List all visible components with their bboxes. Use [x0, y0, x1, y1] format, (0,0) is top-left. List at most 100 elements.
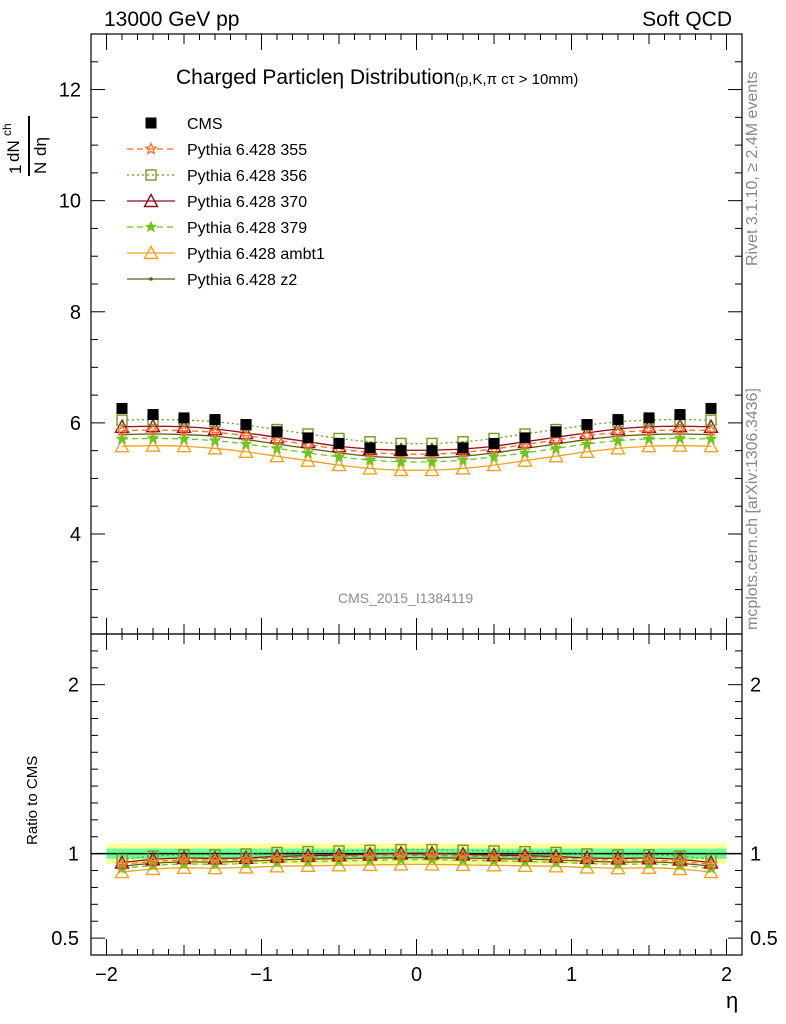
ratio-point-p356: [457, 844, 469, 856]
main-point-p379: [611, 434, 625, 446]
main-point-cms: [457, 442, 469, 454]
main-point-cms: [302, 432, 314, 444]
main-point-p379: [487, 450, 501, 463]
main-point-p355: [208, 425, 222, 439]
main-point-cms: [395, 445, 407, 457]
main-point-cms: [519, 432, 531, 444]
main-point-cms: [240, 419, 252, 431]
main-point-ambt1: [176, 438, 192, 453]
legend-marker-ambt1: [143, 245, 159, 260]
main-point-cms: [178, 412, 190, 424]
header-collision-label: 13000 GeV pp: [104, 8, 240, 31]
x-tick-label: 0: [411, 964, 422, 986]
main-point-cms: [643, 412, 655, 424]
analysis-watermark: CMS_2015_I1384119: [338, 590, 474, 606]
main-point-ambt1: [455, 460, 471, 475]
ratio-point-p355: [177, 852, 191, 866]
main-point-p379: [518, 446, 532, 459]
main-point-ambt1: [207, 440, 223, 455]
ylabel-num-dn: dN: [4, 140, 23, 162]
main-point-p370: [145, 418, 161, 433]
main-point-p370: [703, 418, 719, 433]
legend-marker-z2: [149, 277, 153, 281]
main-point-p379: [580, 437, 594, 450]
main-point-cms: [705, 402, 717, 414]
main-point-p379: [177, 432, 191, 445]
ratio-point-p356: [426, 843, 438, 856]
legend-marker-p370: [143, 193, 159, 208]
main-point-p355: [673, 422, 687, 436]
main-point-ambt1: [548, 448, 564, 463]
ratio-y-tick-label-right: 1: [750, 844, 761, 866]
ratio-point-p355: [642, 852, 656, 866]
ylabel-ratio: Ratio to CMS: [24, 755, 41, 845]
main-point-ambt1: [114, 438, 130, 453]
ylabel-den-deta: dη: [31, 137, 50, 156]
main-point-ambt1: [672, 437, 688, 452]
x-tick-label: −1: [250, 964, 273, 986]
main-point-p379: [394, 455, 408, 468]
main-point-cms: [612, 414, 624, 426]
ratio-point-p355: [115, 857, 129, 871]
main-point-ambt1: [641, 438, 657, 453]
main-point-p379: [270, 441, 284, 454]
x-tick-label: 2: [721, 964, 732, 986]
main-point-cms: [550, 426, 562, 438]
main-point-cms: [581, 419, 593, 431]
plot-title: Charged Particleη Distribution(p,K,π cτ …: [176, 66, 578, 90]
ratio-point-p370: [424, 845, 440, 860]
ratio-point-p355: [611, 852, 625, 866]
main-point-ambt1: [610, 440, 626, 455]
ratio-series-line-p356: [121, 848, 712, 861]
ylabel-num-one: 1: [6, 164, 25, 174]
main-point-ambt1: [486, 457, 502, 472]
main-point-p379: [239, 437, 253, 450]
main-point-cms: [674, 409, 686, 421]
ratio-point-p355: [673, 854, 687, 868]
main-series-line-p370: [121, 425, 712, 451]
legend-label-ambt1: Pythia 6.428 ambt1: [187, 246, 325, 263]
x-tick-label: −2: [95, 964, 118, 986]
ratio-y-tick-label: 2: [68, 675, 79, 697]
legend-label-cms: CMS: [187, 116, 223, 133]
ratio-point-p355: [239, 852, 253, 866]
main-point-p379: [115, 432, 129, 445]
legend-label-p356: Pythia 6.428 356: [187, 168, 307, 185]
ylabel-num-ch: ch: [0, 123, 14, 136]
main-point-ambt1: [393, 462, 409, 477]
main-point-cms: [333, 437, 345, 449]
legend-marker-p355: [144, 141, 158, 155]
main-point-p379: [673, 431, 687, 444]
ratio-point-p356: [705, 853, 717, 866]
main-point-cms: [116, 402, 128, 414]
ratio-point-p355: [487, 849, 501, 863]
main-point-p355: [115, 423, 129, 437]
ratio-plot-frame: [90, 633, 743, 956]
main-point-p379: [208, 434, 222, 446]
main-series-line-ambt1: [121, 445, 712, 471]
plot-title-main: Charged Particleη Distribution: [176, 66, 455, 89]
ratio-point-p355: [456, 848, 470, 862]
ratio-point-p355: [580, 852, 594, 866]
main-point-ambt1: [300, 452, 316, 467]
main-y-tick-label: 4: [70, 524, 81, 546]
main-point-p355: [642, 423, 656, 437]
legend-label-z2: Pythia 6.428 z2: [187, 272, 297, 289]
plot-title-sub: (p,K,π cτ > 10mm): [454, 71, 579, 88]
ratio-point-p356: [643, 849, 655, 861]
main-point-p370: [176, 418, 192, 433]
main-point-ambt1: [331, 457, 347, 472]
main-point-p379: [456, 453, 470, 466]
xlabel: η: [726, 988, 739, 1013]
main-y-tick-label: 8: [70, 302, 81, 324]
ratio-point-p356: [395, 843, 407, 856]
main-point-ambt1: [269, 448, 285, 463]
ratio-point-p370: [672, 851, 688, 866]
ratio-point-p355: [549, 850, 563, 864]
main-point-p379: [704, 432, 718, 445]
legend-marker-p356: [145, 169, 157, 181]
ratio-point-p355: [208, 852, 222, 866]
ratio-point-p356: [612, 849, 624, 861]
main-point-ambt1: [238, 443, 254, 458]
